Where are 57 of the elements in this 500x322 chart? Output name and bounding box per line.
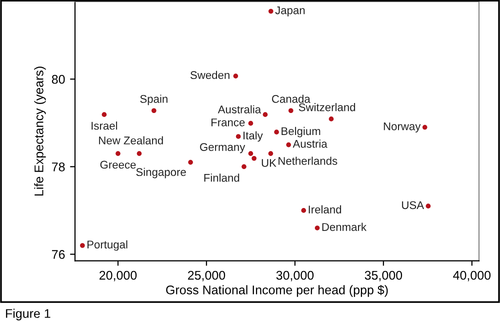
point bbox=[262, 112, 268, 117]
annotation: USA bbox=[402, 201, 424, 210]
caption: Figure 1 bbox=[6, 308, 50, 320]
y-tick-label: 80 bbox=[52, 74, 65, 84]
y-axis-title: Life Expectancy (years) bbox=[34, 66, 46, 196]
annotation: Israel bbox=[92, 122, 118, 130]
x-tick-label: 40,000 bbox=[453, 270, 491, 282]
y-tick-label: 76 bbox=[52, 250, 65, 259]
annotation: Portugal bbox=[88, 240, 128, 251]
annotation: Netherlands bbox=[278, 156, 338, 165]
point bbox=[301, 208, 306, 213]
point bbox=[252, 156, 256, 161]
x-tick-label: 30,000 bbox=[276, 270, 314, 282]
point bbox=[248, 120, 254, 126]
point bbox=[152, 108, 156, 114]
annotation: Italy bbox=[244, 131, 263, 142]
annotation: Australia bbox=[218, 105, 262, 114]
annotation: Canada bbox=[272, 94, 310, 103]
point bbox=[328, 116, 334, 122]
annotation: Finland bbox=[204, 174, 240, 182]
annotation: New Zealand bbox=[99, 136, 163, 144]
point bbox=[242, 164, 246, 170]
x-axis-title: Gross National Income per head (ppp $) bbox=[166, 284, 388, 297]
point bbox=[314, 226, 320, 230]
point bbox=[136, 151, 142, 156]
point bbox=[268, 8, 274, 14]
annotation: Belgium bbox=[282, 126, 320, 138]
point bbox=[288, 108, 294, 114]
point bbox=[236, 134, 241, 139]
point bbox=[116, 151, 120, 156]
point bbox=[274, 130, 279, 134]
point bbox=[422, 124, 428, 130]
y-tick-label: 78 bbox=[52, 162, 65, 172]
point bbox=[102, 112, 107, 117]
annotation: Germany bbox=[200, 143, 246, 154]
point bbox=[248, 151, 254, 156]
annotation: Sweden bbox=[190, 70, 230, 80]
point bbox=[268, 151, 274, 156]
annotation: Singapore bbox=[136, 168, 186, 178]
annotation: UK bbox=[262, 159, 276, 167]
point bbox=[426, 204, 431, 208]
annotation: Greece bbox=[100, 160, 136, 169]
x-tick-label: 20,000 bbox=[100, 270, 137, 282]
annotation: Ireland bbox=[308, 205, 342, 214]
point bbox=[233, 74, 238, 78]
annotation: Austria bbox=[292, 140, 328, 148]
annotation: Japan bbox=[275, 6, 305, 16]
x-tick-label: 25,000 bbox=[188, 270, 226, 282]
point bbox=[80, 243, 85, 248]
annotation: Spain bbox=[140, 94, 168, 106]
x-tick-label: 35,000 bbox=[364, 270, 402, 282]
point bbox=[188, 160, 193, 165]
annotation: France bbox=[212, 118, 245, 126]
point bbox=[286, 142, 291, 148]
annotation: Denmark bbox=[322, 222, 367, 231]
annotation: Switzerland bbox=[298, 103, 356, 112]
annotation: Norway bbox=[384, 122, 421, 132]
